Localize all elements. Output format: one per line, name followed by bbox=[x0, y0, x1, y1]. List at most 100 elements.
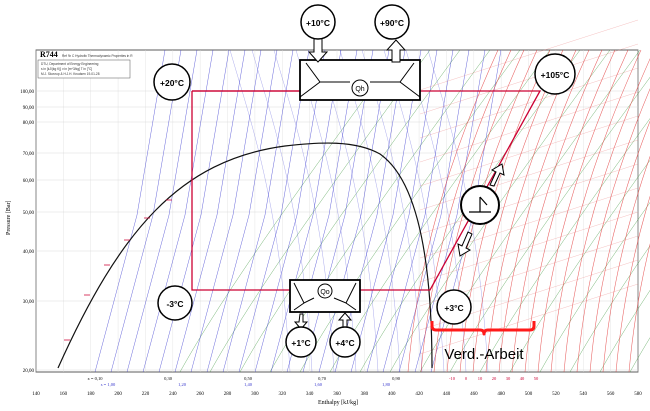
superheat-tick-label: 10 bbox=[478, 376, 483, 381]
y-axis-label: Pressure [Bar] bbox=[6, 201, 12, 236]
superheat-tick-label: 50 bbox=[534, 376, 539, 381]
superheat-cross-line bbox=[419, 163, 639, 235]
svg-text:+105°C: +105°C bbox=[541, 70, 570, 80]
x-tick-label: 200 bbox=[114, 392, 122, 397]
entropy-label: 1,80 bbox=[382, 382, 391, 388]
heat-exchanger-top: Qh bbox=[299, 59, 421, 101]
y-tick-label: 50,00 bbox=[23, 211, 35, 216]
isochore-line bbox=[299, 49, 521, 373]
superheat-line bbox=[524, 49, 616, 373]
superheat-line bbox=[602, 155, 650, 373]
isochore-line bbox=[509, 159, 650, 373]
x-axis-label: Enthalpy [kJ/kg] bbox=[318, 400, 358, 406]
inlet-arrow-bottom bbox=[293, 313, 309, 330]
x-tick-label: 300 bbox=[251, 392, 259, 397]
svg-text:+20°C: +20°C bbox=[160, 78, 184, 88]
temp-circle-bottom-in: +1°C bbox=[285, 326, 317, 358]
y-tick-label: 90,00 bbox=[23, 106, 35, 111]
y-tick-label: 100,00 bbox=[20, 90, 34, 95]
temp-circle-out-top: +90°C bbox=[374, 4, 410, 40]
temp-circle-evap: -3°C bbox=[157, 285, 193, 321]
work-label: Verd.-Arbeit bbox=[444, 346, 524, 363]
x-tick-label: 520 bbox=[552, 392, 560, 397]
isotherm-line bbox=[270, 49, 342, 373]
isochore-line bbox=[479, 118, 650, 373]
compressor-outlet-arrow bbox=[489, 163, 505, 187]
svg-text:+3°C: +3°C bbox=[444, 303, 463, 313]
entropy-label: s = 1,00 bbox=[101, 382, 116, 388]
superheat-tick-label: 20 bbox=[492, 376, 497, 381]
x-tick-label: 380 bbox=[361, 392, 369, 397]
superheat-line bbox=[472, 49, 564, 373]
isochore-line bbox=[179, 49, 401, 373]
superheat-line bbox=[550, 49, 642, 373]
superheat-cross-line bbox=[419, 67, 639, 139]
svg-text:+4°C: +4°C bbox=[335, 338, 354, 348]
isotherm-line bbox=[126, 49, 198, 373]
isotherm-line bbox=[238, 49, 310, 373]
x-tick-label: 460 bbox=[470, 392, 478, 397]
isotherm-line bbox=[206, 49, 278, 373]
y-tick-labels: 100,00 90,00 80,00 70,00 60,00 50,00 40,00 30,0… bbox=[20, 90, 34, 374]
y-tick-label: 20,00 bbox=[23, 369, 35, 374]
x-tick-label: 140 bbox=[32, 392, 40, 397]
x-tick-label: 360 bbox=[333, 392, 341, 397]
inlet-arrow-top bbox=[307, 37, 329, 63]
temp-circle-suction: +3°C bbox=[436, 289, 472, 325]
x-tick-label: 580 bbox=[634, 392, 642, 397]
isotherm-line bbox=[382, 49, 454, 373]
y-tick-label: 60,00 bbox=[23, 179, 35, 184]
superheat-cross-line bbox=[419, 139, 639, 211]
x-tick-label: 500 bbox=[525, 392, 533, 397]
y-tick-label: 40,00 bbox=[23, 250, 35, 255]
superheat-cross-line bbox=[419, 283, 639, 355]
isotherm-line bbox=[366, 49, 438, 373]
svg-text:-3°C: -3°C bbox=[166, 299, 183, 309]
x-tick-labels: 140 160 180 200 220 240 260 280 300 320 340 360 380 4… bbox=[32, 392, 642, 397]
x-tick-label: 180 bbox=[87, 392, 95, 397]
isochore-line bbox=[599, 290, 650, 373]
entropy-labels: s = 1,00 1,20 1,40 1,60 1,80 bbox=[101, 382, 391, 388]
superheat-line bbox=[407, 49, 499, 373]
x-tick-label: 560 bbox=[607, 392, 615, 397]
isotherm-line bbox=[254, 49, 326, 373]
quality-label: 0,70 bbox=[318, 376, 327, 382]
credit-line-2: s in [kJ/(kg K)] v in [m^3/kg] T in [°C] bbox=[41, 67, 92, 71]
superheat-cross-line bbox=[419, 115, 639, 187]
isotherm-line bbox=[94, 49, 166, 373]
chart-subtitle: Ref 'th C Hydrofix Thermodynamic Propert… bbox=[62, 54, 133, 58]
superheat-line bbox=[628, 243, 650, 373]
superheat-isotherm-lines bbox=[407, 19, 650, 373]
x-tick-label: 540 bbox=[580, 392, 588, 397]
heat-exchanger-bottom: Qo bbox=[289, 279, 361, 313]
superheat-line bbox=[511, 49, 603, 373]
quality-label: 0,90 bbox=[392, 376, 401, 382]
credit-line-1: DTU, Department of Energy Engineering bbox=[41, 62, 99, 66]
x-tick-label: 220 bbox=[142, 392, 150, 397]
svg-text:+10°C: +10°C bbox=[306, 18, 330, 28]
isotherm-line bbox=[190, 49, 262, 373]
quality-label: 0,30 bbox=[164, 376, 173, 382]
entropy-label: 1,60 bbox=[314, 382, 323, 388]
x-tick-label: 400 bbox=[388, 392, 396, 397]
y-tick-label: 80,00 bbox=[23, 121, 35, 126]
superheat-tick-label: 30 bbox=[506, 376, 511, 381]
svg-text:+1°C: +1°C bbox=[291, 338, 310, 348]
compressor-inlet-arrow bbox=[457, 231, 473, 257]
isochore-line bbox=[539, 202, 650, 373]
isotherm-line bbox=[302, 49, 374, 373]
x-tick-label: 420 bbox=[415, 392, 423, 397]
isotherm-line bbox=[350, 49, 422, 373]
entropy-label: 1,40 bbox=[244, 382, 253, 388]
temp-circle-in-top: +10°C bbox=[300, 4, 336, 40]
superheat-line bbox=[537, 49, 629, 373]
isotherm-line bbox=[414, 49, 486, 373]
isochore-line bbox=[239, 49, 461, 373]
x-tick-label: 160 bbox=[60, 392, 68, 397]
temp-circle-left-top: +20°C bbox=[153, 63, 191, 101]
isotherm-line bbox=[318, 49, 390, 373]
x-tick-label: 260 bbox=[196, 392, 204, 397]
superheat-line bbox=[615, 195, 650, 373]
superheat-cross-line bbox=[419, 91, 639, 163]
